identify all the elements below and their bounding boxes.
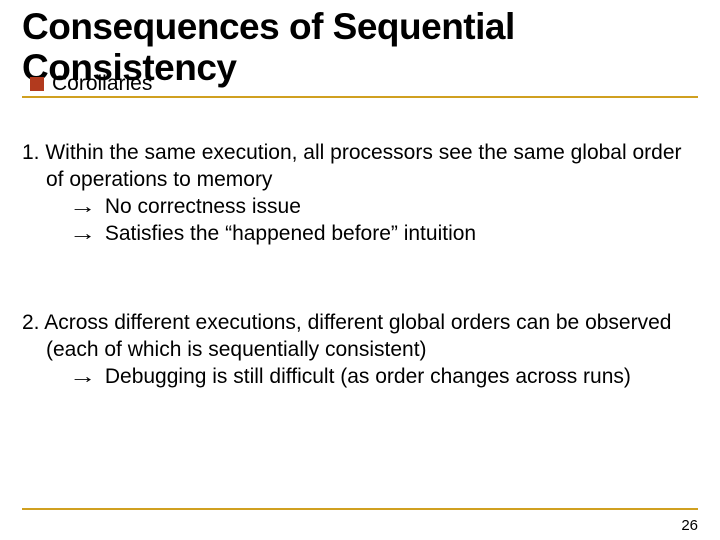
p1-sub-2-text: Satisfies the “happened before” intuitio… — [105, 222, 476, 245]
p1-sub-1: → No correctness issue — [22, 194, 698, 221]
p2-sub-1-text: Debugging is still difficult (as order c… — [105, 365, 631, 388]
p1-sub-1-text: No correctness issue — [105, 195, 301, 218]
square-bullet-icon — [30, 77, 44, 91]
p1-main-text: 1. Within the same execution, all proces… — [22, 140, 698, 194]
top-divider — [22, 96, 698, 98]
slide: Consequences of Sequential Consistency C… — [0, 0, 720, 540]
arrow-icon: → — [69, 194, 96, 221]
title-line-1: Consequences of Sequential — [22, 6, 515, 47]
arrow-icon: → — [69, 221, 96, 248]
page-number: 26 — [681, 517, 698, 534]
bottom-divider — [22, 508, 698, 510]
bullet-label: Corollaries — [52, 72, 152, 96]
p2-sub-1: → Debugging is still difficult (as order… — [22, 364, 698, 391]
p2-main-text: 2. Across different executions, differen… — [22, 310, 698, 364]
p1-sub-2: → Satisfies the “happened before” intuit… — [22, 221, 698, 248]
corollaries-bullet: Corollaries — [30, 72, 152, 96]
arrow-icon: → — [69, 364, 96, 391]
paragraph-1: 1. Within the same execution, all proces… — [22, 140, 698, 248]
paragraph-2: 2. Across different executions, differen… — [22, 310, 698, 391]
